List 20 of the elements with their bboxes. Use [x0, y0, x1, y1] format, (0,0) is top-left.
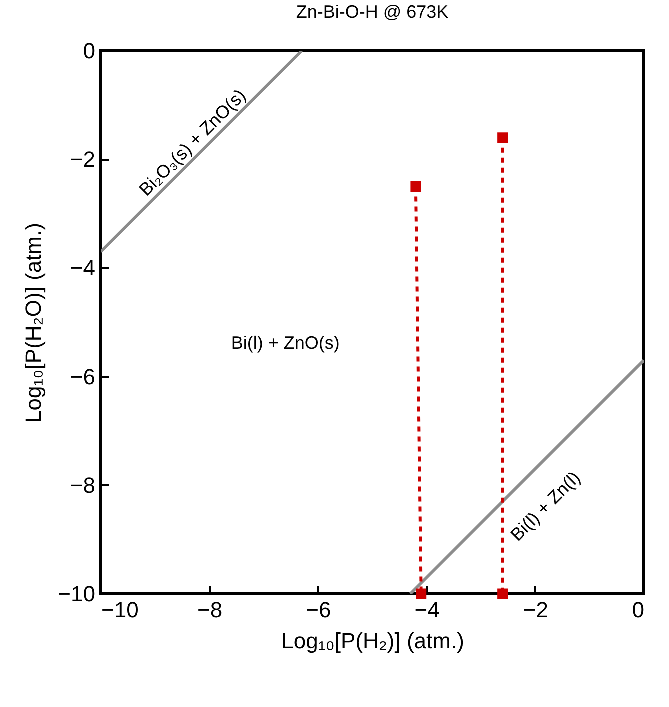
x-tick-label: −10 — [102, 598, 139, 622]
x-tick-label: −2 — [523, 598, 548, 622]
y-tick-label: −2 — [70, 147, 96, 172]
point — [498, 588, 508, 600]
x-axis-title: Log₁₀[P(H₂)] (atm.) — [282, 628, 464, 654]
point — [416, 588, 427, 600]
y-tick-label: −10 — [58, 582, 96, 606]
y-tick-label: 0 — [83, 38, 96, 64]
point — [410, 182, 422, 192]
chart-title: Zn-Bi-O-H @ 673K — [296, 2, 449, 22]
y-tick-label: −6 — [70, 364, 96, 390]
x-tick-label: −6 — [306, 598, 332, 622]
annotation: Bi(l) + ZnO(s) — [231, 333, 340, 354]
point — [498, 132, 508, 144]
x-tick-label: 0 — [632, 598, 644, 622]
y-tick-label: −4 — [70, 256, 96, 281]
y-tick-label: −8 — [70, 472, 96, 498]
x-tick-label: −4 — [414, 598, 440, 622]
x-tick-label: −8 — [198, 598, 223, 622]
y-axis-title: Log₁₀[P(H₂O)] (atm.) — [21, 223, 46, 423]
